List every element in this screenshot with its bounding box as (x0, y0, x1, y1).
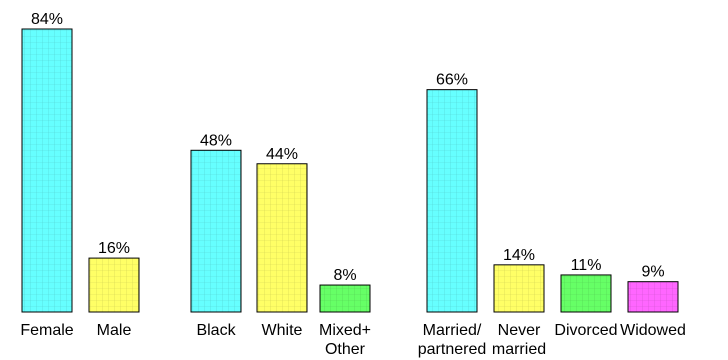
value-label: 14% (503, 247, 535, 264)
value-label: 48% (200, 132, 232, 149)
category-label: Mixed+ (319, 322, 371, 339)
bar-hatch (494, 264, 544, 312)
bar-hatch (22, 29, 72, 312)
bar-hatch (427, 89, 477, 313)
value-label: 44% (266, 146, 298, 163)
bar-hatch (320, 285, 370, 312)
bars-layer (21, 28, 679, 313)
category-label: partnered (418, 341, 487, 358)
labels-layer: 84% Female 16% Male 48% Black 44% White 8% Mixed+… (20, 11, 686, 358)
value-label: 66% (436, 72, 468, 89)
bar-hatch (89, 258, 139, 312)
value-label: 84% (31, 11, 63, 28)
category-label: Married/ (423, 322, 482, 339)
value-label: 11% (571, 257, 602, 274)
category-label: Widowed (620, 322, 686, 339)
bar-hatch (628, 281, 678, 312)
category-label: Never (498, 322, 541, 339)
value-label: 16% (98, 240, 130, 257)
category-label: married (492, 341, 546, 358)
bar-hatch (561, 274, 611, 312)
bar-hatch (257, 163, 307, 312)
value-label: 9% (641, 264, 664, 281)
bar-hatch (191, 150, 241, 312)
category-label: Female (20, 322, 73, 339)
category-label: White (262, 322, 303, 339)
value-label: 8% (333, 267, 356, 284)
category-label: Other (325, 341, 366, 358)
category-label: Male (97, 322, 132, 339)
category-label: Divorced (554, 322, 617, 339)
category-label: Black (196, 322, 236, 339)
